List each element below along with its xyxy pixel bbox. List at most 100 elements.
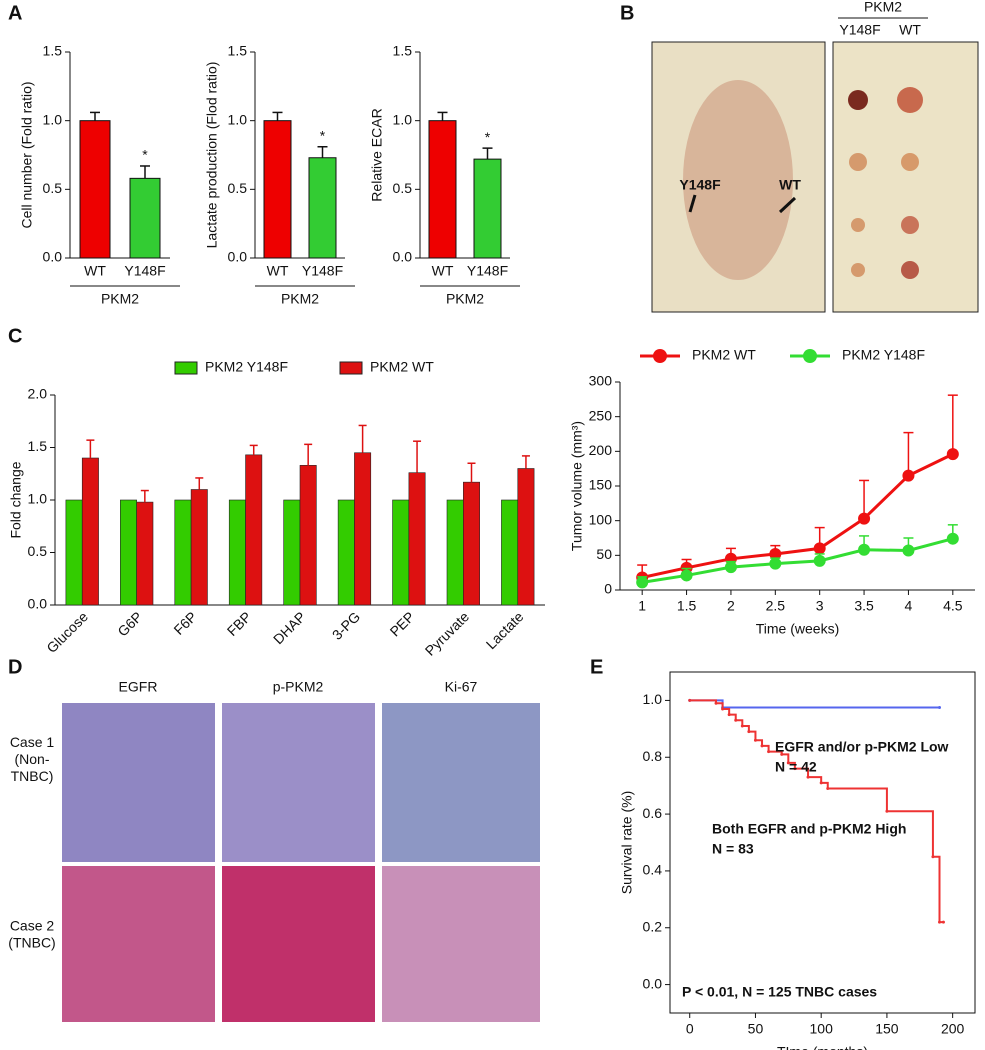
x-tick-label: 2.5 [766, 598, 786, 614]
x-tick-label: 100 [810, 1021, 834, 1037]
significance: * [485, 129, 491, 145]
marker [946, 532, 959, 545]
column-label: WT [899, 22, 921, 38]
y-tick-label: 1.0 [28, 491, 48, 507]
x-tick-label: 1 [638, 598, 646, 614]
y-tick-label: 150 [589, 477, 613, 493]
bar [120, 499, 137, 606]
vertex [806, 775, 810, 779]
bar [190, 489, 208, 606]
y-axis-label: Cell number (Fold ratio) [19, 81, 35, 228]
vertex [747, 730, 751, 734]
bar [174, 499, 192, 606]
marker [813, 542, 826, 555]
x-tick-label: 4 [905, 598, 913, 614]
y-axis-label: Tumor volume (mm³) [569, 421, 585, 551]
y-tick-label: 0.5 [393, 180, 413, 196]
tumor [851, 263, 865, 277]
tumor [851, 218, 865, 232]
ihc-image [382, 866, 540, 1022]
annotation: P < 0.01, N = 125 TNBC cases [682, 984, 877, 1000]
y-axis-label: Fold change [8, 461, 24, 538]
y-tick-label: 0.0 [393, 249, 413, 265]
marker [769, 557, 782, 570]
bar [408, 472, 426, 606]
bar [228, 499, 246, 606]
x-tick-label: 3-PG [329, 608, 363, 642]
y-tick-label: 1.0 [228, 111, 248, 127]
legend-marker [803, 349, 817, 363]
vertex [767, 750, 771, 754]
y-tick-label: 0.5 [28, 543, 48, 559]
legend-marker [653, 349, 667, 363]
y-axis-label: Survival rate (%) [619, 791, 635, 894]
bar [283, 499, 301, 606]
y-tick-label: 300 [589, 373, 613, 389]
y-tick-label: 0.0 [228, 249, 248, 265]
x-tick-label: 3.5 [854, 598, 874, 614]
x-axis-label: Time (weeks) [756, 621, 840, 637]
x-tick-label: DHAP [270, 608, 309, 647]
x-axis-label: TIme (months) [777, 1044, 868, 1050]
ihc-image [382, 703, 540, 862]
x-tick-label: 2 [727, 598, 735, 614]
bar [129, 177, 161, 259]
x-tick-label: Lactate [483, 608, 527, 652]
annotation: N = 42 [775, 759, 817, 775]
x-tick-label: Pyruvate [422, 608, 473, 659]
bar [81, 457, 99, 606]
panel-label: D [8, 656, 22, 678]
significance: * [142, 147, 148, 163]
group-label: PKM2 [864, 0, 902, 15]
vertex [780, 752, 784, 756]
x-tick-label: 1.5 [677, 598, 697, 614]
marker [902, 544, 915, 557]
y-tick-label: 0.0 [28, 596, 48, 612]
marker [858, 512, 871, 525]
series-line [689, 699, 940, 709]
x-tick-label: Y148F [124, 263, 165, 279]
y-tick-label: 1.5 [28, 438, 48, 454]
annotation: N = 83 [712, 841, 754, 857]
tumor [897, 87, 923, 113]
ihc-image [222, 866, 375, 1022]
bar [299, 465, 317, 606]
ihc-image [62, 866, 215, 1022]
bar [79, 120, 111, 259]
series-line [641, 452, 954, 579]
y-tick-label: 0.0 [643, 975, 663, 991]
bar [501, 499, 519, 606]
mouse-label: WT [779, 177, 801, 193]
marker [813, 554, 826, 567]
y-tick-label: 200 [589, 442, 613, 458]
y-tick-label: 1.0 [43, 111, 63, 127]
column-label: Y148F [839, 22, 880, 38]
y-axis-label: Relative ECAR [369, 108, 385, 201]
y-tick-label: 0.2 [643, 918, 663, 934]
tumor [901, 216, 919, 234]
x-tick-label: 50 [748, 1021, 764, 1037]
arrow [688, 194, 697, 213]
bar [65, 499, 83, 606]
x-tick-label: 200 [941, 1021, 965, 1037]
y-tick-label: 2.0 [28, 386, 48, 402]
arrow [778, 196, 797, 214]
row-label: Case 2 (TNBC) [8, 917, 55, 950]
series-line [641, 537, 954, 584]
marker [769, 547, 782, 560]
vertex [727, 713, 731, 717]
x-tick-label: WT [267, 263, 289, 279]
bar [446, 499, 464, 606]
bar [463, 481, 480, 606]
marker [946, 448, 959, 461]
legend-label: PKM2 WT [692, 347, 756, 363]
x-tick-label: 150 [875, 1021, 899, 1037]
vertex [740, 724, 744, 728]
panel-label: A [8, 2, 22, 24]
bar [473, 158, 502, 259]
bar [354, 452, 372, 606]
row-label: Case 1 (Non-TNBC) [10, 734, 55, 784]
vertex [786, 761, 790, 765]
mouse-body [683, 80, 793, 280]
legend-swatch [339, 361, 363, 375]
